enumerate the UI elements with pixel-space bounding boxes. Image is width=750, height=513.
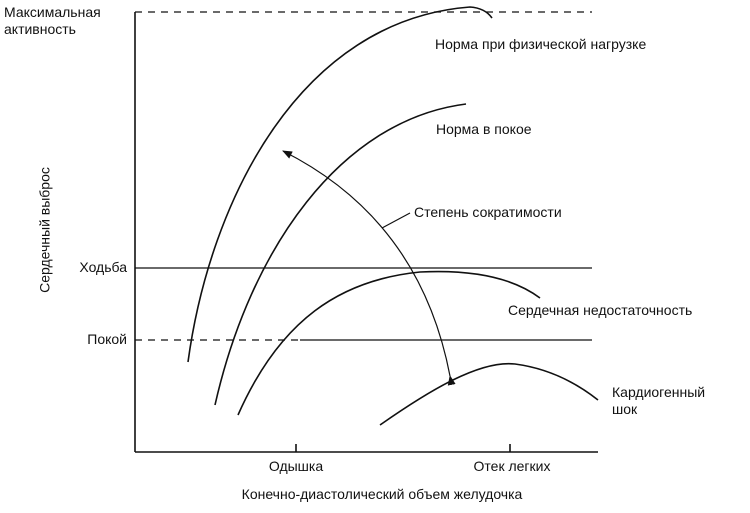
- curve-label: Норма при физической нагрузке: [435, 36, 647, 52]
- curve-rest: [214, 103, 467, 406]
- x-mark-label: Одышка: [268, 458, 324, 474]
- y-axis-label: Сердечный выброс: [36, 167, 53, 293]
- contractility-arrow: [282, 150, 456, 386]
- x-axis-label: Конечно-диастолический объем желудочка: [241, 486, 523, 502]
- curve-exercise: [187, 6, 493, 363]
- curve-shock: [379, 362, 599, 426]
- level-label: Покой: [87, 331, 127, 347]
- level-label: Максимальная активность: [4, 4, 101, 37]
- curve-label: Кардиогенный шок: [612, 384, 706, 417]
- curve-label: Сердечная недостаточность: [508, 302, 693, 318]
- curve-label: Норма в покое: [436, 121, 532, 137]
- label-leader: [381, 212, 411, 229]
- curve-failure: [237, 270, 541, 416]
- x-mark-label: Отек легких: [473, 458, 551, 474]
- level-label: Ходьба: [79, 259, 127, 275]
- arrow-label: Степень сократимости: [414, 204, 562, 220]
